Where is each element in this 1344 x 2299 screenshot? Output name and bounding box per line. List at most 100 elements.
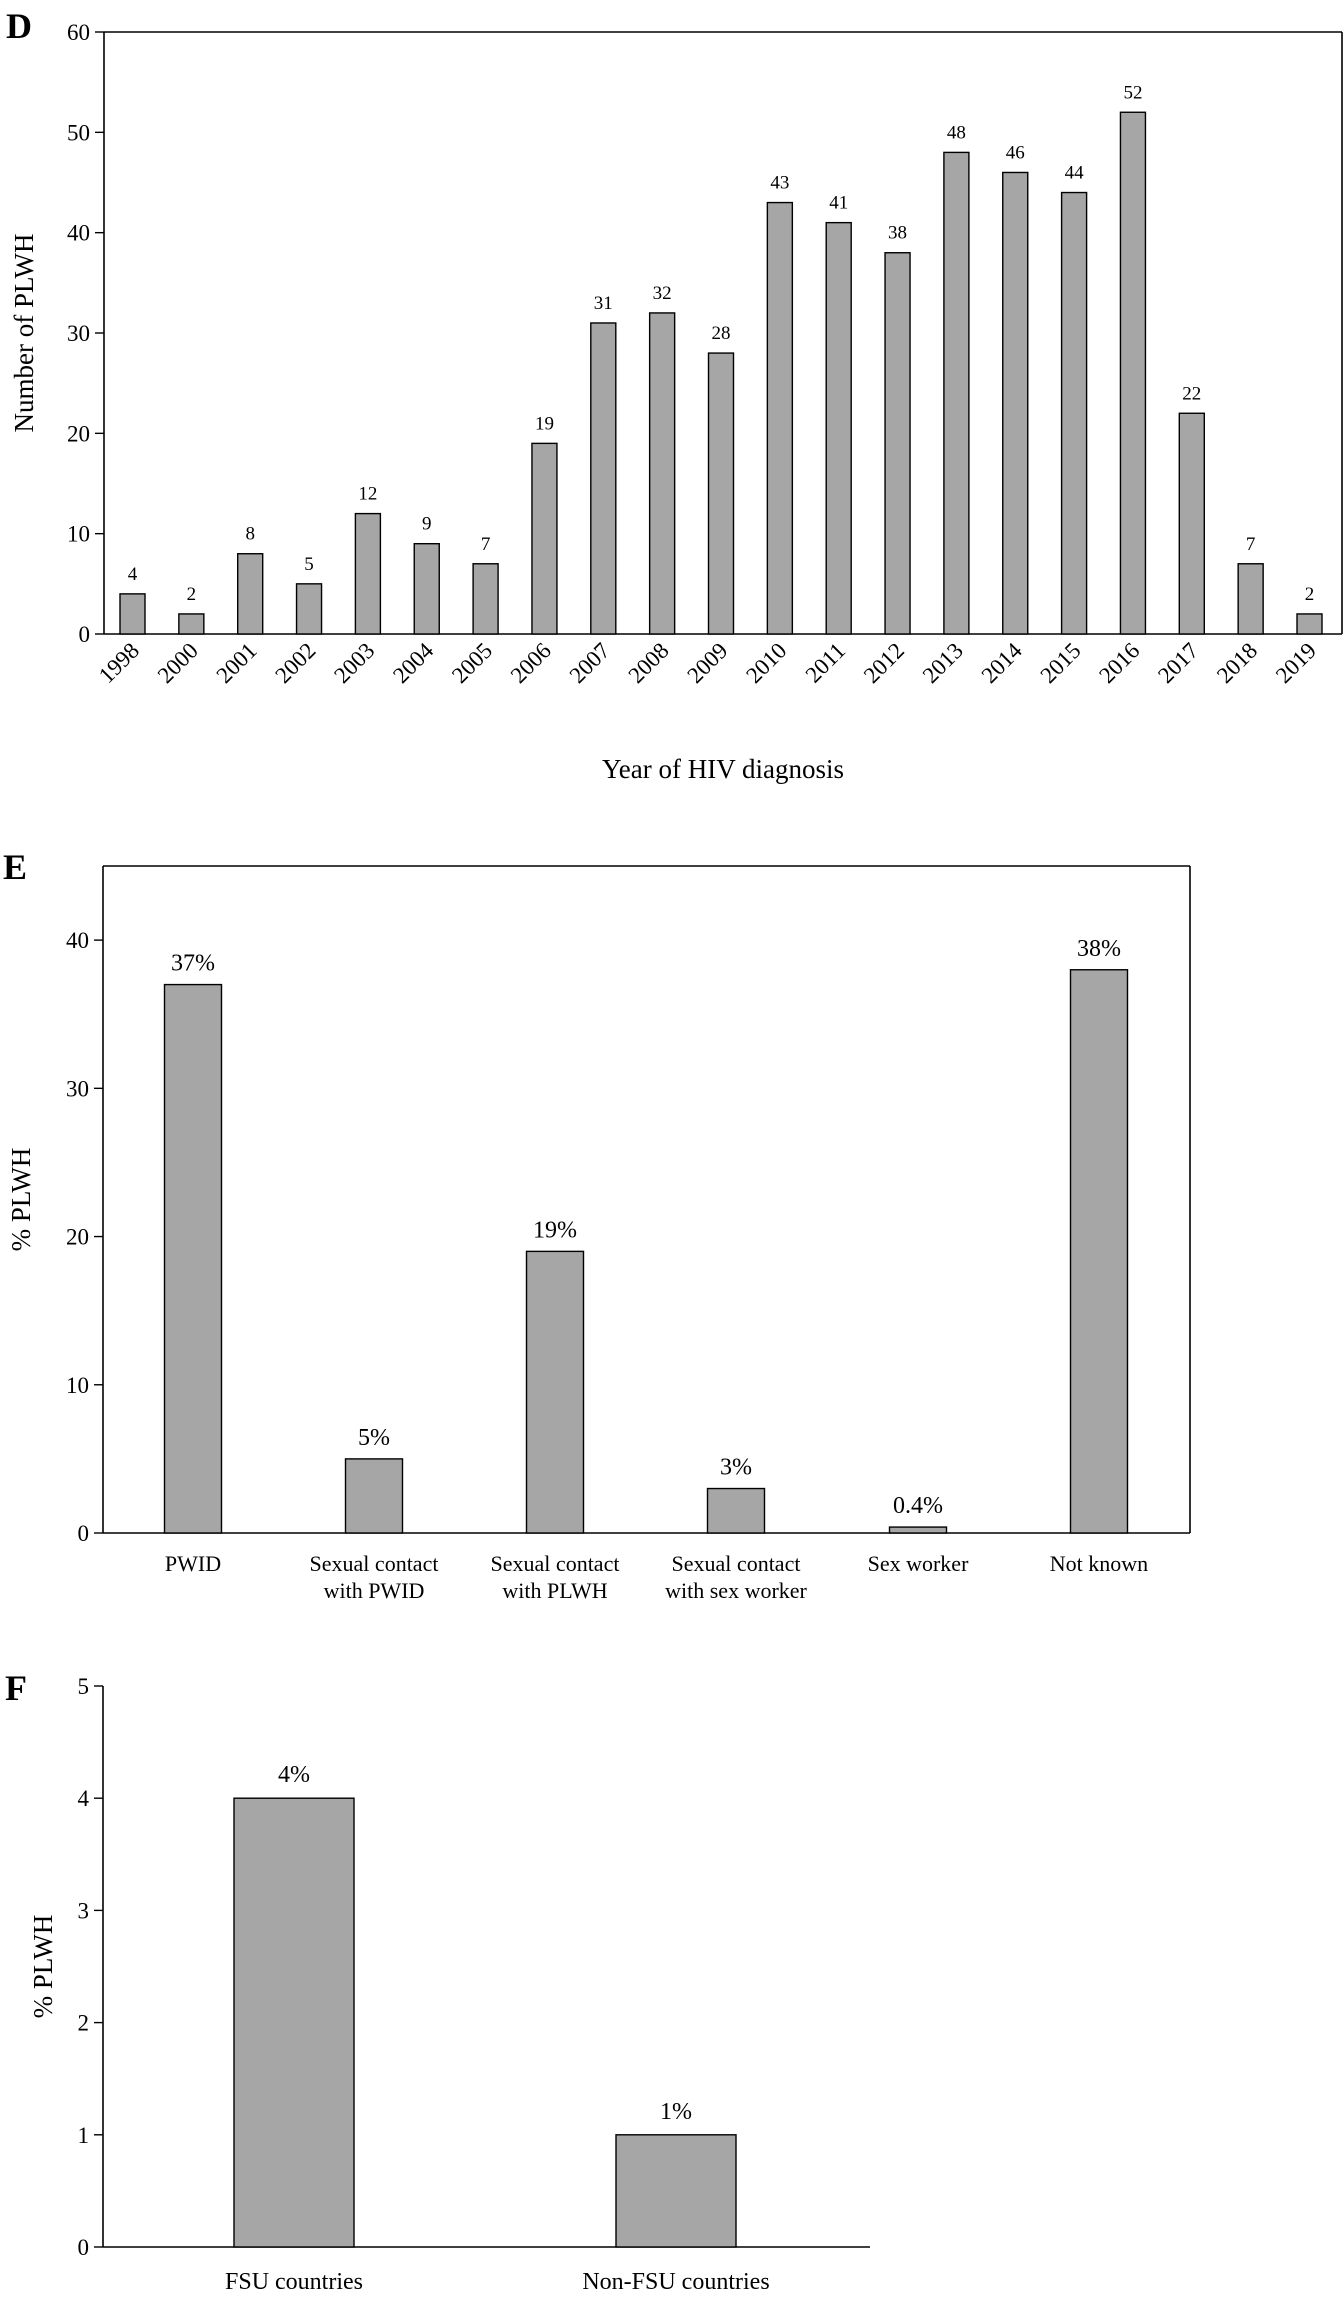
bar [706,1487,766,1534]
bar-value-label: 31 [594,293,613,314]
bar-value-label: 7 [481,534,491,555]
y-tick-label: 10 [66,1373,89,1398]
x-category-label: FSU countries [225,2269,363,2295]
bar [233,1797,355,2248]
bar [413,543,440,635]
bar-value-label: 1% [660,2099,692,2125]
bar-value-label: 19 [535,413,554,434]
x-tick-label: 2019 [1271,638,1321,688]
x-tick-label: 2008 [623,638,673,688]
bar-value-label: 46 [1006,142,1025,163]
bar-value-label: 19% [533,1217,577,1243]
bar-value-label: 43 [770,173,789,194]
bar-value-label: 0.4% [893,1493,943,1519]
x-tick-label: 2006 [506,638,556,688]
x-category-label: Sexual contact [310,1551,439,1576]
bar-value-label: 38% [1077,936,1121,962]
bar [615,2134,737,2248]
bar-value-label: 5% [358,1425,390,1451]
bar [119,593,146,635]
x-tick-label: 2004 [388,638,439,689]
x-tick-label: 2015 [1035,638,1085,688]
y-tick-label: 20 [67,421,90,446]
y-axis-title: % PLWH [6,1148,36,1252]
bar [295,583,323,635]
panel-letter: E [3,847,27,887]
x-category-label: Not known [1050,1551,1148,1576]
x-category-label: Sexual contact [491,1551,620,1576]
bar-value-label: 4% [278,1762,310,1788]
bar-value-label: 32 [653,283,672,304]
panel-letter: F [5,1668,27,1708]
y-tick-label: 3 [78,1898,90,1923]
bar-value-label: 3% [720,1455,752,1481]
x-tick-label: 1998 [94,638,144,688]
y-tick-label: 0 [79,622,91,647]
x-tick-label: 2014 [977,638,1028,689]
y-tick-label: 1 [78,2123,90,2148]
chart-panel-f [94,1685,870,2248]
bar [1002,171,1029,635]
x-tick-label: 2016 [1094,638,1144,688]
x-tick-label: 2017 [1153,638,1203,688]
bar [884,252,911,635]
x-category-label: with PWID [324,1578,425,1603]
bar-value-label: 4 [128,564,138,585]
chart-panel-d [95,31,1343,635]
bar-value-label: 38 [888,223,907,244]
y-tick-label: 2 [78,2011,90,2036]
bar [178,613,205,635]
bar [531,442,558,635]
y-axis-title: % PLWH [28,1915,58,2019]
bar [1069,969,1129,1534]
x-axis-title: Year of HIV diagnosis [602,754,844,784]
x-tick-label: 2009 [682,638,732,688]
bar [1119,111,1147,635]
bar [1060,191,1088,635]
y-tick-label: 10 [67,522,90,547]
x-tick-label: 2011 [801,638,851,688]
x-category-label: PWID [165,1551,221,1576]
chart-panel-e [94,865,1191,1534]
y-axis-title: Number of PLWH [9,234,39,433]
x-category-label: Sexual contact [672,1551,801,1576]
bar-value-label: 37% [171,951,215,977]
y-tick-label: 30 [66,1076,89,1101]
bar-value-label: 2 [187,584,197,605]
panel-letter: D [6,6,32,46]
bar [888,1526,948,1534]
bar-value-label: 48 [947,122,966,143]
x-tick-label: 2002 [270,638,320,688]
y-tick-label: 50 [67,120,90,145]
y-tick-label: 0 [78,1521,90,1546]
x-category-label: Non-FSU countries [582,2269,769,2295]
y-tick-label: 30 [67,321,90,346]
x-tick-label: 2000 [153,638,203,688]
bar [354,512,382,635]
bar [1296,613,1323,635]
x-category-label: with sex worker [665,1578,807,1603]
y-tick-label: 40 [66,928,89,953]
x-tick-label: 2007 [565,638,615,688]
bar-value-label: 52 [1123,82,1142,103]
y-tick-label: 4 [78,1786,90,1811]
x-tick-label: 2001 [212,638,262,688]
x-tick-label: 2005 [447,638,497,688]
bar [1178,412,1206,635]
x-tick-label: 2018 [1212,638,1262,688]
x-category-label: with PLWH [502,1578,607,1603]
bar [943,151,970,635]
bar-value-label: 9 [422,514,432,535]
bar [590,322,617,635]
bar-value-label: 22 [1182,383,1201,404]
bar-value-label: 8 [245,524,255,545]
bar [825,221,852,635]
bar [648,312,676,635]
y-tick-label: 0 [78,2235,90,2260]
bar [472,563,499,635]
x-tick-label: 2013 [918,638,968,688]
bar [344,1458,404,1534]
bar [1237,563,1264,635]
x-tick-label: 2003 [329,638,379,688]
bar-value-label: 44 [1065,163,1085,184]
